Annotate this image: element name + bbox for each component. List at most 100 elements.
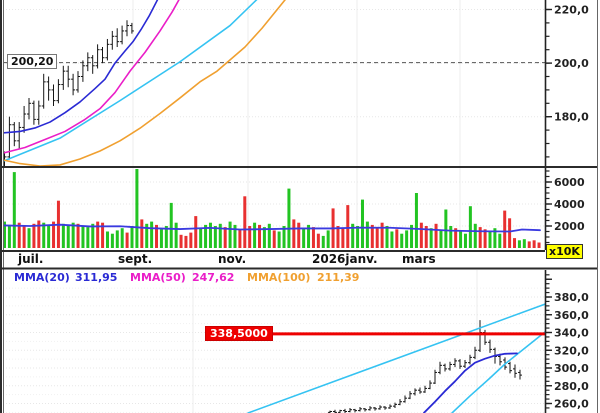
volume-bar	[76, 223, 80, 248]
volume-bar	[174, 222, 178, 248]
volume-bar	[233, 224, 237, 248]
volume-bar	[155, 224, 159, 248]
volume-bar	[444, 209, 448, 248]
mma50-line	[3, 0, 180, 154]
mma20-line	[3, 0, 159, 134]
legend-value: 211,39	[317, 271, 360, 284]
volume-bar	[101, 222, 105, 248]
y-axis-label: 320,0	[554, 344, 589, 357]
volume-bar	[115, 230, 119, 248]
volume-bar	[297, 222, 301, 248]
volume-bar	[488, 231, 492, 248]
candlestick-series	[328, 320, 522, 413]
volume-bar	[253, 222, 257, 248]
volume-bar	[110, 233, 114, 248]
volume-bar	[307, 224, 311, 248]
volume-bar	[380, 222, 384, 248]
volume-bar	[86, 227, 90, 248]
volume-bar	[385, 226, 389, 248]
volume-bar	[282, 226, 286, 248]
volume-bar	[395, 229, 399, 248]
volume-bar	[341, 228, 345, 248]
volume-bar	[517, 240, 521, 248]
y-axis-label: 200,0	[554, 57, 589, 70]
volume-bar	[302, 228, 306, 248]
volume-bar	[228, 221, 232, 248]
volume-bar	[459, 231, 463, 248]
volume-bar	[493, 228, 497, 248]
date-label: juil.	[18, 252, 44, 266]
legend-label-mma100: MMA(100)	[247, 271, 311, 284]
volume-bar	[478, 227, 482, 248]
alert-price-label[interactable]: 338,5000	[205, 326, 273, 341]
volume-bar	[522, 239, 526, 248]
date-label: 2026janv.	[312, 252, 378, 266]
date-label: mars	[402, 252, 436, 266]
candlestick-series	[3, 20, 134, 166]
volume-bar	[169, 202, 173, 248]
volume-bar	[360, 199, 364, 248]
volume-bar	[287, 188, 291, 248]
volume-bar	[272, 230, 276, 248]
panel-volume: 6000 4000 2000	[3, 168, 585, 250]
volume-bar	[262, 227, 266, 248]
volume-bar	[351, 223, 355, 248]
y-axis-label: 300,0	[554, 362, 589, 375]
volume-bar	[7, 224, 11, 248]
volume-bar	[194, 216, 198, 248]
mma20-line	[423, 352, 518, 413]
y-axis-label: 4000	[554, 198, 585, 211]
volume-bar	[454, 228, 458, 248]
panel-price-secondary: 380,0 360,0 340,0 320,0 300,0 280,0 260,0	[3, 270, 589, 413]
volume-bar	[321, 235, 325, 248]
date-label: sept.	[118, 252, 153, 266]
volume-bar	[42, 222, 46, 248]
volume-bar	[81, 226, 85, 248]
volume-bar	[513, 238, 517, 248]
volume-bar	[159, 229, 163, 248]
volume-bar	[390, 231, 394, 248]
volume-bar	[125, 232, 129, 248]
volume-bar	[375, 227, 379, 248]
volume-bar	[223, 227, 227, 248]
volume-bar	[508, 218, 512, 248]
volume-bar	[130, 226, 134, 248]
volume-bar	[346, 205, 350, 248]
volume-bar	[140, 219, 144, 248]
y-axis-label: 6000	[554, 176, 585, 189]
y-axis-label: 260,0	[554, 398, 589, 411]
volume-bar	[267, 223, 271, 248]
volume-bar	[17, 222, 21, 248]
volume-bar	[238, 229, 242, 248]
volume-bar	[3, 221, 6, 248]
date-axis[interactable]: juil. sept. nov. 2026janv. mars	[0, 252, 545, 267]
volume-bar	[326, 230, 330, 248]
volume-bar	[429, 228, 433, 248]
volume-bar	[532, 240, 536, 248]
panel-price-main: 220,0 200,0 180,0	[3, 0, 589, 166]
volume-bar	[12, 172, 16, 248]
volume-bar	[179, 234, 183, 248]
volume-bar	[32, 223, 36, 248]
volume-bar	[22, 226, 26, 248]
volume-bar	[145, 223, 149, 248]
volume-bar	[400, 233, 404, 248]
y-axis-label: 340,0	[554, 327, 589, 340]
volume-bar	[503, 210, 507, 248]
volume-bar	[204, 224, 208, 248]
volume-bar	[258, 224, 262, 248]
volume-bar	[336, 226, 340, 248]
volume-bar	[120, 228, 124, 248]
volume-bar	[184, 235, 188, 248]
volume-bar	[218, 223, 222, 248]
volume-bar	[96, 221, 100, 248]
volume-bar	[498, 233, 502, 248]
volume-bar	[370, 224, 374, 248]
volume-bar	[483, 229, 487, 248]
trend-channel-upper-line	[247, 303, 545, 413]
volume-bar	[105, 231, 109, 248]
volume-unit-badge: x10K	[546, 244, 583, 259]
